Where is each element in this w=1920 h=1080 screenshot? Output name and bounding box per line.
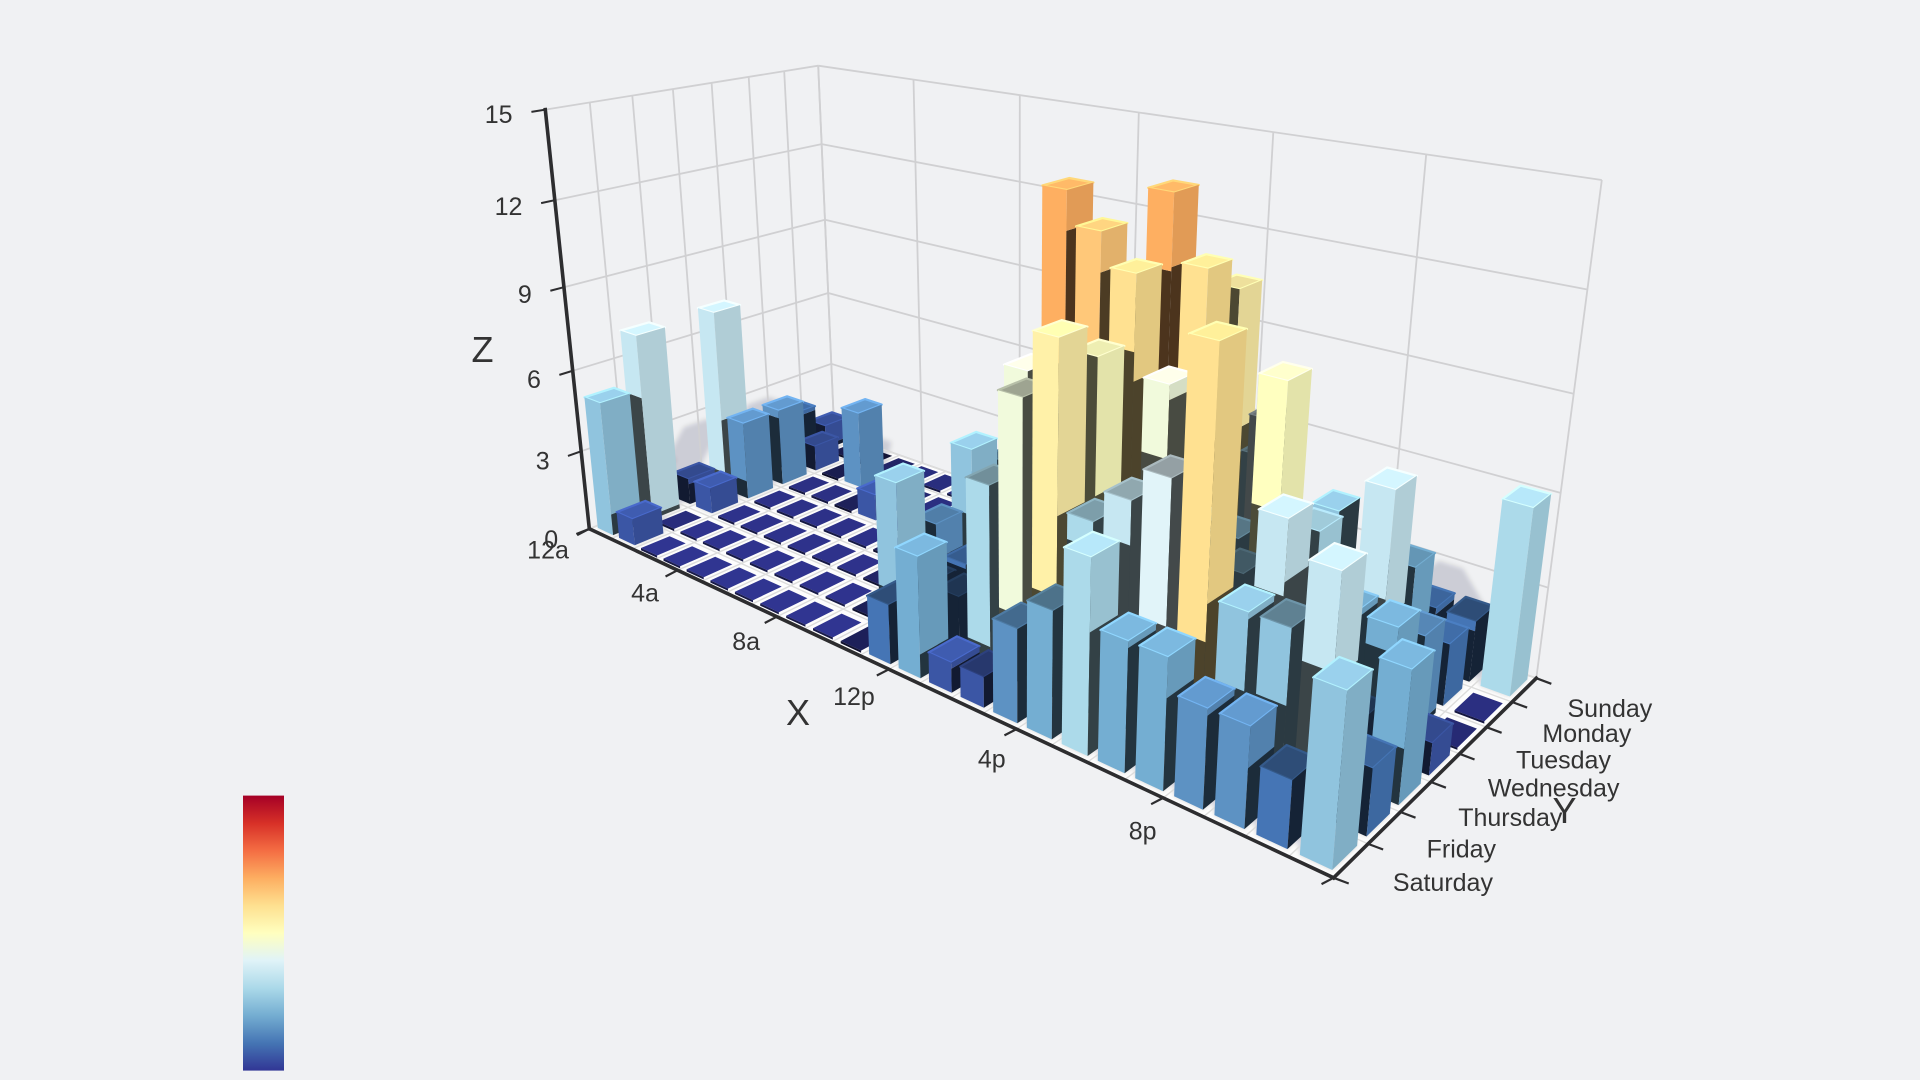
svg-text:0: 0 (544, 526, 558, 554)
svg-text:4p: 4p (978, 745, 1006, 773)
svg-text:Z: Z (472, 329, 494, 370)
svg-text:Monday: Monday (1542, 720, 1631, 748)
svg-text:Tuesday: Tuesday (1516, 747, 1611, 775)
svg-text:Saturday: Saturday (1393, 869, 1494, 897)
svg-text:Thursday: Thursday (1458, 804, 1563, 832)
svg-text:3: 3 (536, 448, 550, 476)
svg-text:12: 12 (495, 193, 523, 221)
svg-text:8a: 8a (732, 628, 760, 656)
svg-text:Friday: Friday (1427, 836, 1497, 864)
svg-text:6: 6 (527, 366, 541, 394)
svg-text:15: 15 (485, 101, 513, 129)
svg-text:9: 9 (518, 281, 532, 309)
svg-text:Y: Y (1552, 790, 1576, 831)
svg-text:12p: 12p (833, 683, 875, 711)
svg-text:8p: 8p (1129, 818, 1157, 846)
svg-text:Sunday: Sunday (1568, 695, 1653, 723)
svg-text:4a: 4a (631, 580, 659, 608)
svg-text:Wednesday: Wednesday (1488, 775, 1620, 803)
svg-text:12a: 12a (527, 537, 569, 565)
svg-text:X: X (786, 692, 810, 733)
